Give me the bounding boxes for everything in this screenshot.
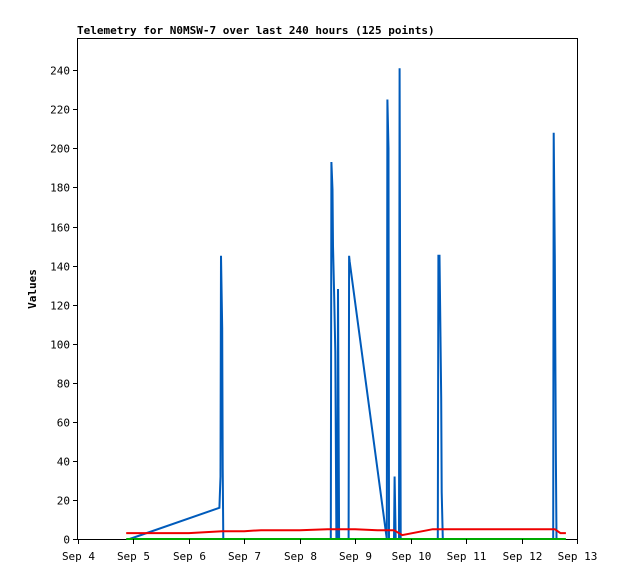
chart-title: Telemetry for N0MSW-7 over last 240 hour… bbox=[77, 24, 435, 37]
x-tick-label: Sep 9 bbox=[339, 550, 372, 563]
x-tick-label: Sep 5 bbox=[117, 550, 150, 563]
x-tick-label: Sep 12 bbox=[503, 550, 543, 563]
plot-frame bbox=[77, 38, 578, 540]
series-layer bbox=[126, 68, 566, 540]
y-tick-label: 80 bbox=[57, 378, 70, 391]
x-tick-label: Sep 10 bbox=[392, 550, 432, 563]
y-tick-label: 140 bbox=[50, 261, 70, 274]
y-tick-label: 40 bbox=[57, 456, 70, 469]
y-tick-label: 20 bbox=[57, 495, 70, 508]
x-tick-label: Sep 7 bbox=[228, 550, 261, 563]
y-tick-label: 100 bbox=[50, 339, 70, 352]
y-tick-label: 220 bbox=[50, 104, 70, 117]
y-tick-label: 60 bbox=[57, 417, 70, 430]
y-tick-label: 240 bbox=[50, 65, 70, 78]
y-axis: 0 20 40 60 80 100 120 140 160 180 200 220 240 bbox=[50, 65, 78, 547]
y-tick-label: 180 bbox=[50, 182, 70, 195]
x-tick-label: Sep 4 bbox=[62, 550, 95, 563]
x-tick-label: Sep 6 bbox=[173, 550, 206, 563]
y-axis-label: Values bbox=[26, 269, 39, 309]
x-tick-label: Sep 11 bbox=[447, 550, 487, 563]
y-tick-label: 200 bbox=[50, 143, 70, 156]
y-tick-label: 0 bbox=[63, 534, 70, 547]
x-axis: Sep 4 Sep 5 Sep 6 Sep 7 Sep 8 Sep 9 Sep 10 Sep … bbox=[62, 539, 597, 563]
x-tick-label: Sep 8 bbox=[284, 550, 317, 563]
series-line-2 bbox=[126, 528, 566, 537]
x-tick-label: Sep 13 bbox=[558, 550, 598, 563]
series-line-1 bbox=[129, 68, 558, 540]
y-tick-label: 120 bbox=[50, 300, 70, 313]
y-tick-label: 160 bbox=[50, 222, 70, 235]
